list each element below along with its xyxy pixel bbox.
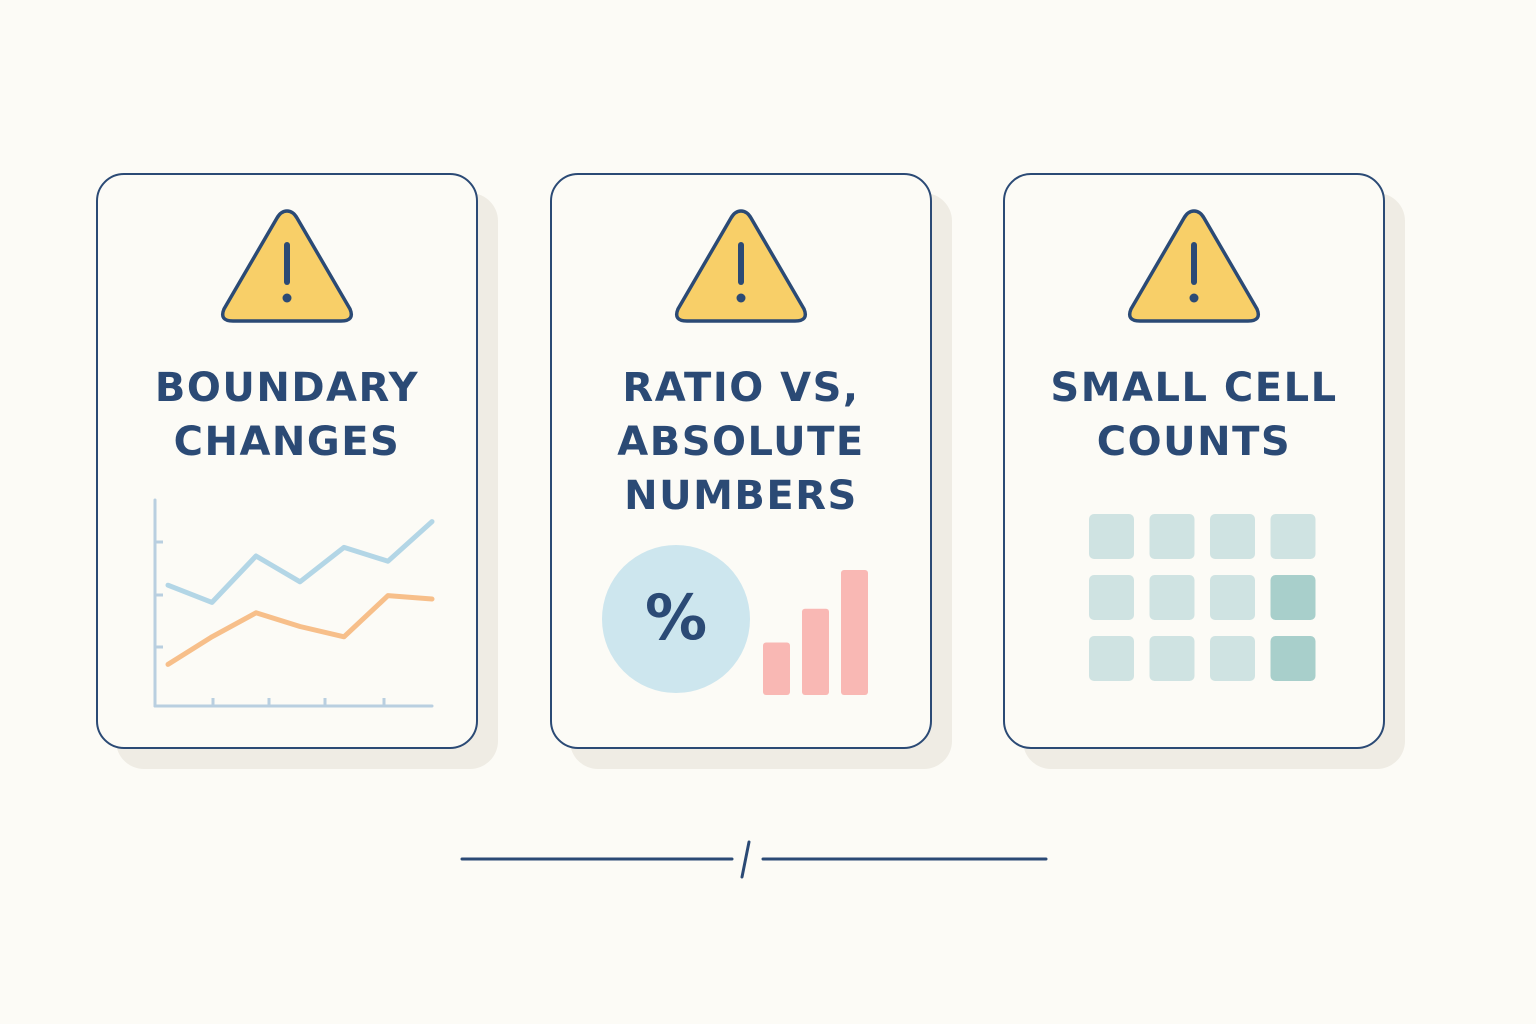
divider-slash [740, 840, 751, 879]
grid-cell [1149, 575, 1195, 620]
line-chart [153, 498, 435, 708]
percent-circle [602, 545, 750, 693]
cell-grid [1089, 514, 1316, 681]
grid-cell [1210, 514, 1255, 559]
cell-grid-illustration [1089, 514, 1316, 681]
card-small-cell-counts: SMALL CELL COUNTS [1003, 173, 1385, 749]
grid-cell [1270, 514, 1316, 559]
bar [763, 642, 790, 695]
grid-cell [1210, 636, 1255, 681]
card-title: RATIO VS, ABSOLUTE NUMBERS [617, 365, 865, 519]
card-boundary-changes: BOUNDARY CHANGES [96, 173, 478, 749]
series-line-orange [165, 593, 435, 667]
card-ratio-vs-absolute: RATIO VS, ABSOLUTE NUMBERS % [550, 173, 932, 749]
warning-exclamation-dot [736, 293, 746, 303]
grid-cell [1149, 514, 1195, 559]
warning-icon [220, 209, 354, 323]
bar [841, 570, 868, 695]
grid-cell [1089, 636, 1134, 681]
card-title: SMALL CELL COUNTS [1050, 365, 1338, 465]
warning-icon [1127, 209, 1261, 323]
grid-cell [1089, 514, 1134, 559]
grid-cell [1270, 636, 1316, 681]
grid-cell [1210, 575, 1255, 620]
series-line-blue [165, 519, 435, 605]
warning-exclamation-dot [1189, 293, 1199, 303]
warning-icon [674, 209, 808, 323]
warning-exclamation-dot [282, 293, 292, 303]
card-title: BOUNDARY CHANGES [154, 365, 420, 465]
grid-cell [1089, 575, 1134, 620]
percent-and-bars-illustration: % [602, 545, 868, 695]
divider [460, 840, 1048, 879]
bar-group [763, 570, 868, 695]
grid-cell [1149, 636, 1195, 681]
grid-cell [1270, 575, 1316, 620]
bar [802, 608, 829, 695]
percent-symbol: % [645, 581, 707, 654]
